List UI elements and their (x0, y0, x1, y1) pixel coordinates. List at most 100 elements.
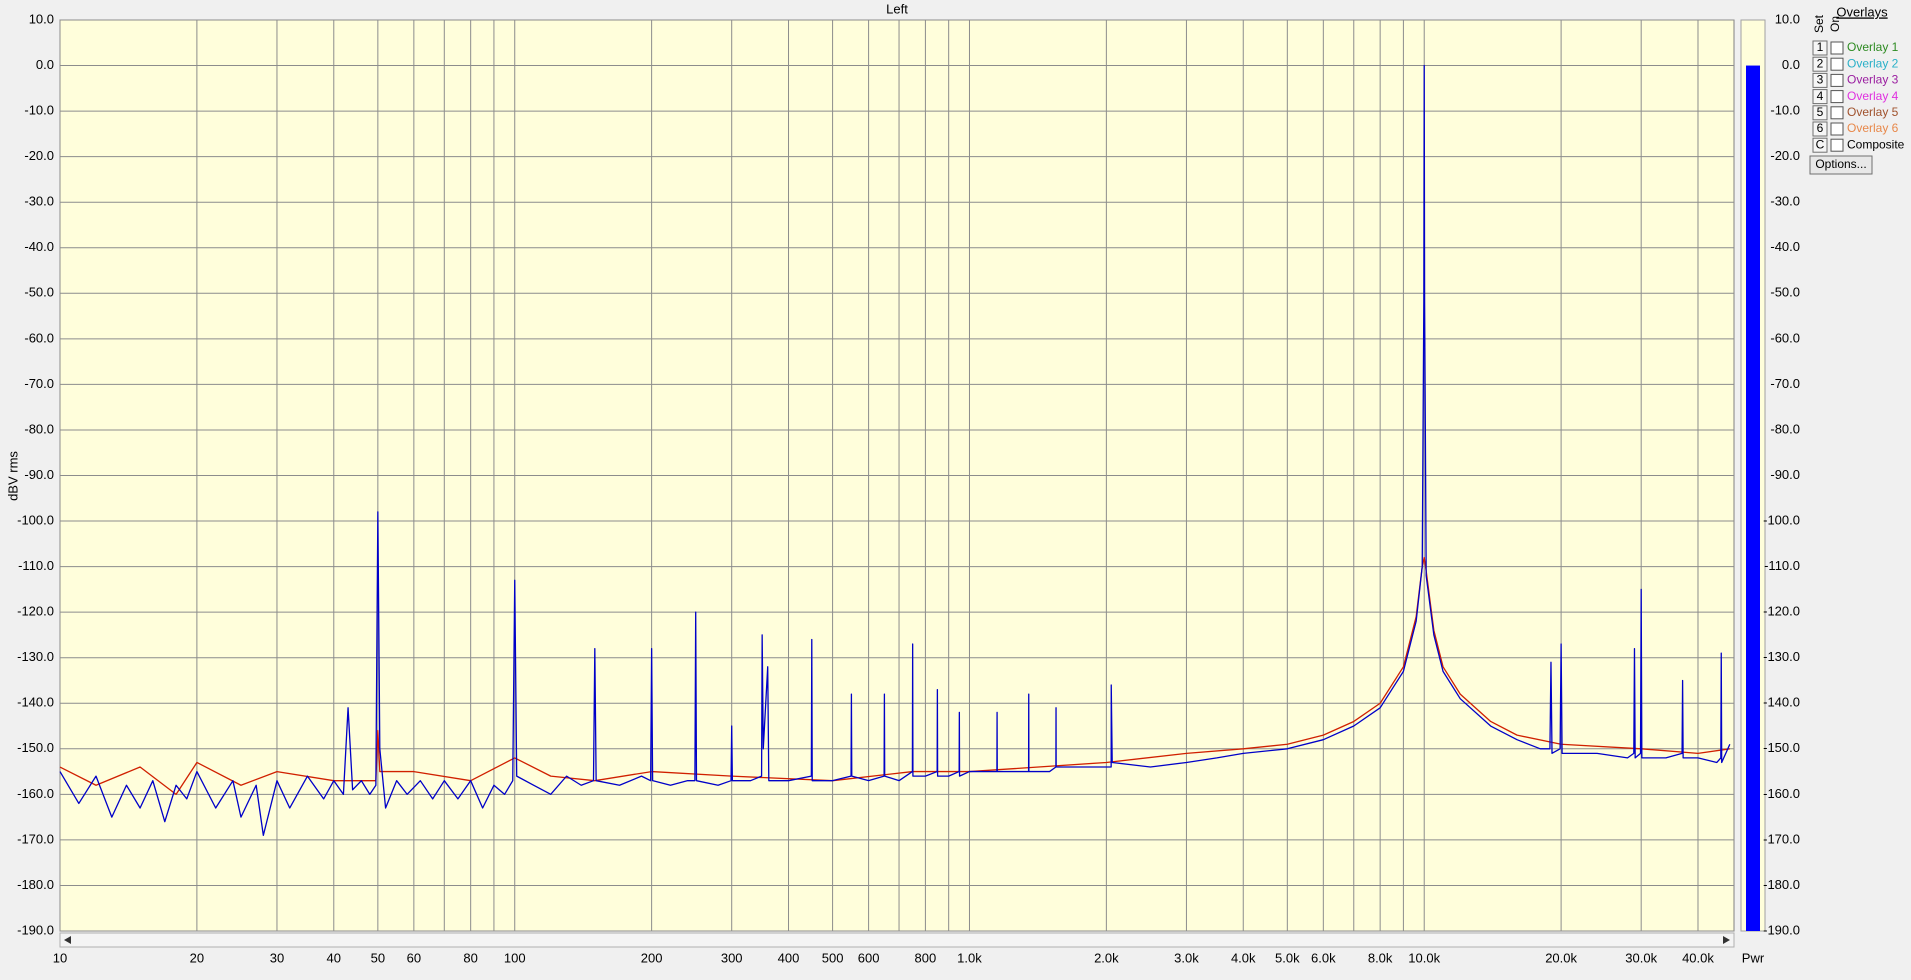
y-tick-label: -90.0 (24, 467, 54, 482)
x-tick-label: 30 (270, 950, 284, 965)
on-checkbox[interactable] (1830, 57, 1844, 71)
meter-tick-label: -60.0 (1770, 330, 1800, 345)
y-tick-label: -10.0 (24, 103, 54, 118)
y-tick-label: -140.0 (17, 695, 54, 710)
y-tick-label: -150.0 (17, 740, 54, 755)
y-tick-label: -160.0 (17, 786, 54, 801)
x-tick-label: 30.0k (1625, 950, 1657, 965)
overlays-panel: Overlays Set On 1 Overlay 1 2 Overlay 2 3 Overla… (1809, 4, 1905, 175)
overlay-name: Overlay 2 (1847, 56, 1899, 70)
meter-tick-label: -10.0 (1770, 103, 1800, 118)
y-tick-label: 0.0 (36, 57, 54, 72)
overlay-name: Overlay 4 (1847, 89, 1899, 103)
overlay-name: Overlay 1 (1847, 40, 1899, 54)
meter-tick-label: 10.0 (1775, 11, 1800, 26)
on-header: On (1828, 16, 1842, 32)
x-tick-label: 300 (721, 950, 743, 965)
overlays-title: Overlays (1836, 4, 1888, 19)
meter-tick-label: -180.0 (1763, 877, 1800, 892)
set-button[interactable] (1812, 40, 1828, 56)
y-tick-label: -120.0 (17, 604, 54, 619)
x-tick-label: 40 (327, 950, 341, 965)
set-key: 3 (1817, 73, 1824, 87)
x-tick-label: 6.0k (1311, 950, 1336, 965)
x-tick-label: 60 (407, 950, 421, 965)
y-tick-label: -100.0 (17, 512, 54, 527)
x-tick-label: 4.0k (1231, 950, 1256, 965)
set-key: C (1816, 137, 1825, 151)
y-tick-label: -170.0 (17, 831, 54, 846)
x-tick-label: 800 (915, 950, 937, 965)
meter-tick-label: -50.0 (1770, 285, 1800, 300)
set-key: 1 (1817, 40, 1824, 54)
meter-tick-label: -130.0 (1763, 649, 1800, 664)
meter-tick-label: -170.0 (1763, 831, 1800, 846)
on-checkbox[interactable] (1830, 106, 1844, 120)
meter-tick-label: -110.0 (1764, 558, 1800, 573)
scroll-right-arrow[interactable] (1723, 936, 1730, 944)
meter-tick-label: 0.0 (1782, 57, 1800, 72)
overlay-name: Composite (1847, 137, 1905, 151)
meter-tick-label: -40.0 (1770, 239, 1800, 254)
on-checkbox[interactable] (1830, 90, 1844, 104)
x-tick-label: 600 (858, 950, 880, 965)
x-tick-label: 5.0k (1275, 950, 1300, 965)
set-key: 6 (1817, 121, 1824, 135)
x-tick-label: 40.0k (1682, 950, 1714, 965)
plot-area: 10.0 0.0 -10.0 -20.0 -30.0 -40.0 -50.0 -60.0 -70… (17, 11, 1735, 965)
y-tick-label: -50.0 (24, 285, 54, 300)
set-header: Set (1812, 14, 1826, 33)
meter-tick-label: -160.0 (1763, 786, 1800, 801)
on-checkbox[interactable] (1830, 41, 1844, 55)
meter-tick-label: -20.0 (1770, 148, 1800, 163)
meter-tick-label: -100.0 (1763, 512, 1800, 527)
set-button[interactable] (1812, 89, 1828, 105)
set-button[interactable] (1812, 105, 1828, 121)
y-tick-label: -110.0 (18, 558, 54, 573)
set-button[interactable] (1812, 121, 1828, 137)
x-tick-label: 3.0k (1174, 950, 1199, 965)
y-tick-label: -80.0 (24, 421, 54, 436)
on-checkbox[interactable] (1830, 138, 1844, 152)
x-tick-label: 1.0k (957, 950, 982, 965)
meter-tick-label: -30.0 (1770, 194, 1800, 209)
x-tick-label: 20 (190, 950, 204, 965)
options-button[interactable] (1809, 155, 1873, 175)
x-tick-label: 200 (641, 950, 663, 965)
scrollbar (59, 932, 1735, 948)
x-tick-label: 80 (463, 950, 477, 965)
scroll-left-arrow[interactable] (64, 936, 71, 944)
x-tick-label: 8.0k (1368, 950, 1393, 965)
on-checkbox[interactable] (1830, 122, 1844, 136)
y-tick-label: -40.0 (24, 239, 54, 254)
meter-tick-label: -70.0 (1770, 376, 1800, 391)
y-tick-label: -20.0 (24, 148, 54, 163)
on-checkbox[interactable] (1830, 73, 1844, 87)
set-button[interactable] (1812, 72, 1828, 88)
set-key: 4 (1817, 89, 1824, 103)
overlay-name: Overlay 5 (1847, 105, 1899, 119)
x-tick-label: 100 (504, 950, 526, 965)
y-tick-label: -130.0 (17, 649, 54, 664)
x-tick-label: 10.0k (1408, 950, 1440, 965)
power-meter: 10.0 0.0 -10.0 -20.0 -30.0 -40.0 -50.0 -60.0 -70… (1740, 11, 1800, 965)
overlay-name: Overlay 6 (1847, 121, 1899, 135)
x-tick-label: 500 (822, 950, 844, 965)
spectrum-line (59, 556, 1730, 795)
x-tick-label: 2.0k (1094, 950, 1119, 965)
x-tick-label: 50 (371, 950, 385, 965)
meter-label: Pwr (1742, 950, 1765, 965)
spectrum-line (59, 64, 1731, 836)
x-tick-label: 400 (778, 950, 800, 965)
y-tick-label: -190.0 (17, 922, 54, 937)
meter-tick-label: -140.0 (1763, 695, 1800, 710)
meter-tick-label: -90.0 (1770, 467, 1800, 482)
set-button[interactable] (1812, 56, 1828, 72)
x-tick-label: 20.0k (1545, 950, 1577, 965)
meter-bar (1746, 65, 1760, 932)
set-button[interactable] (1812, 137, 1828, 153)
x-tick-label: 10 (53, 950, 67, 965)
meter-tick-label: -190.0 (1763, 922, 1800, 937)
